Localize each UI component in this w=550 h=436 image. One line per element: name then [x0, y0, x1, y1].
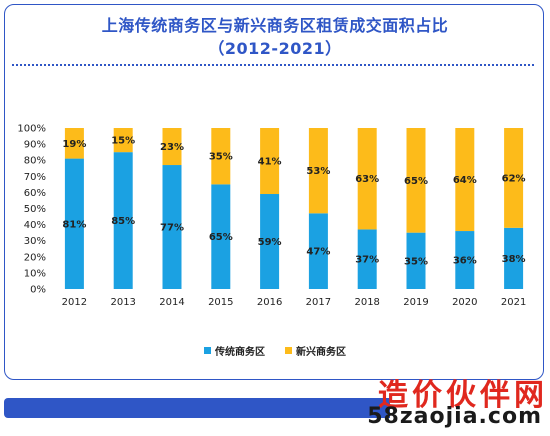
data-label-emerging: 64% — [453, 175, 477, 186]
watermark-url: 58zaojia.com — [367, 404, 542, 429]
data-label-emerging: 15% — [111, 136, 135, 147]
watermark-brand: 造价伙伴网 — [378, 378, 548, 413]
data-label-traditional: 36% — [453, 256, 477, 267]
data-label-emerging: 19% — [62, 139, 86, 150]
data-label-emerging: 23% — [160, 142, 184, 153]
bar-traditional — [406, 232, 426, 289]
y-tick-label: 80% — [24, 156, 46, 167]
y-tick-label: 10% — [24, 268, 46, 279]
stacked-bar-chart: 0% 10% 20% 30% 40% 50% 60% 70% 80% 90% 100% 81% 19% 2… — [17, 124, 526, 309]
bar-traditional — [260, 194, 280, 289]
legend-swatch-emerging — [285, 347, 292, 354]
x-tick-label: 2020 — [452, 297, 477, 308]
chart-subtitle: （2012-2021） — [208, 39, 342, 58]
data-label-traditional: 81% — [62, 219, 86, 230]
y-tick-label: 0% — [30, 285, 46, 296]
data-label-emerging: 63% — [355, 174, 379, 185]
x-tick-label: 2012 — [62, 297, 87, 308]
bar-emerging — [162, 128, 182, 166]
x-tick-label: 2019 — [403, 297, 428, 308]
data-label-emerging: 65% — [404, 176, 428, 187]
data-label-traditional: 65% — [209, 232, 233, 243]
data-label-emerging: 41% — [258, 157, 282, 168]
legend-label-emerging: 新兴商务区 — [296, 347, 346, 358]
data-label-traditional: 35% — [404, 256, 428, 267]
y-tick-label: 50% — [24, 204, 46, 215]
data-label-traditional: 77% — [160, 223, 184, 234]
legend-swatch-traditional — [204, 347, 211, 354]
data-label-emerging: 35% — [209, 152, 233, 163]
bar-traditional — [504, 227, 524, 289]
y-tick-label: 70% — [24, 172, 46, 183]
bar-emerging — [211, 128, 231, 185]
y-tick-label: 30% — [24, 236, 46, 247]
bar-traditional — [308, 213, 328, 289]
data-label-traditional: 85% — [111, 216, 135, 227]
bar-traditional — [211, 184, 231, 289]
legend-item-traditional: 传统商务区 — [204, 343, 265, 358]
bar-emerging — [504, 128, 524, 228]
footer-blue-strip — [4, 398, 390, 418]
data-label-emerging: 62% — [502, 173, 526, 184]
bar-traditional — [357, 229, 377, 289]
x-tick-label: 2015 — [208, 297, 233, 308]
x-tick-label: 2014 — [159, 297, 184, 308]
x-tick-label: 2017 — [306, 297, 331, 308]
chart-title: 上海传统商务区与新兴商务区租赁成交面积占比 — [101, 16, 449, 35]
y-tick-label: 90% — [24, 140, 46, 151]
bar-emerging — [406, 128, 426, 233]
bar-traditional — [455, 231, 475, 289]
bar-emerging — [308, 128, 328, 214]
bar-traditional — [162, 165, 182, 289]
y-tick-label: 20% — [24, 252, 46, 263]
y-tick-label: 40% — [24, 220, 46, 231]
bar-emerging — [455, 128, 475, 232]
data-label-traditional: 47% — [306, 247, 330, 258]
bar-traditional — [113, 152, 133, 289]
x-tick-label: 2018 — [354, 297, 379, 308]
x-tick-label: 2013 — [110, 297, 135, 308]
data-label-traditional: 37% — [355, 255, 379, 266]
y-tick-label: 100% — [17, 124, 46, 135]
legend-label-traditional: 传统商务区 — [215, 347, 265, 358]
data-label-emerging: 53% — [306, 166, 330, 177]
bar-traditional — [64, 158, 84, 289]
bar-emerging — [357, 128, 377, 230]
data-label-traditional: 59% — [258, 237, 282, 248]
footer-bar — [4, 388, 544, 434]
legend-item-emerging: 新兴商务区 — [285, 343, 346, 358]
data-label-traditional: 38% — [502, 254, 526, 265]
y-tick-label: 60% — [24, 188, 46, 199]
title-divider — [12, 64, 534, 66]
x-tick-label: 2016 — [257, 297, 282, 308]
legend: 传统商务区 新兴商务区 — [0, 343, 550, 358]
bar-emerging — [64, 128, 84, 159]
bar-emerging — [113, 128, 133, 153]
bar-emerging — [260, 128, 280, 195]
x-tick-label: 2021 — [501, 297, 526, 308]
